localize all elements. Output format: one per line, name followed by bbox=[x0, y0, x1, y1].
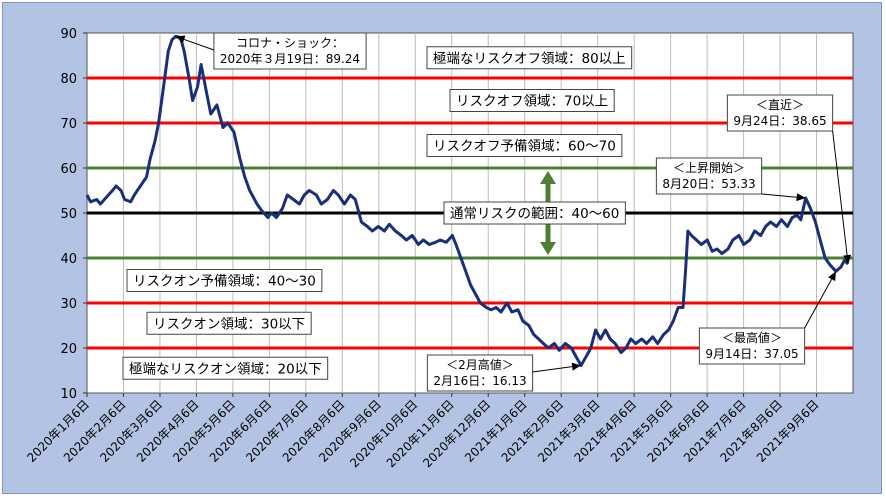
zone-label: 極端なリスクオフ領域：80以上 bbox=[433, 50, 626, 67]
annotation-title: ＜2月高値＞ bbox=[446, 357, 514, 372]
annotation-title: ＜最高値＞ bbox=[722, 330, 782, 345]
zone-label-box bbox=[126, 269, 323, 292]
zone-label: リスクオフ予備領域：60～70 bbox=[433, 138, 616, 155]
annotation-arrowhead bbox=[843, 254, 852, 265]
annotation-arrowhead bbox=[175, 35, 186, 44]
zone-label-box bbox=[449, 89, 615, 112]
y-tick-label: 90 bbox=[60, 27, 77, 42]
zone-label-box bbox=[443, 201, 626, 225]
zone-label: 通常リスクの範囲：40～60 bbox=[450, 206, 619, 222]
annotation-value: 9月24日：38.65 bbox=[733, 114, 826, 128]
x-axis-ticks: 2020年1月6日2020年2月6日2020年3月6日2020年4月6日2020… bbox=[24, 393, 822, 470]
reference-lines bbox=[87, 76, 853, 350]
annotation-arrow bbox=[532, 366, 573, 373]
series-line bbox=[85, 34, 850, 367]
y-tick-label: 40 bbox=[60, 252, 77, 267]
y-tick-label: 20 bbox=[60, 342, 77, 357]
y-tick-label: 80 bbox=[60, 72, 77, 87]
x-tick-label: 2020年1月6日 bbox=[24, 397, 92, 465]
annotation-arrow bbox=[761, 193, 797, 198]
annotation-value: 2020年３月19日：89.24 bbox=[220, 52, 360, 66]
annotation-arrow bbox=[832, 130, 848, 256]
annotation-arrowhead bbox=[796, 193, 806, 202]
zone-labels: 極端なリスクオフ領域：80以上リスクオフ領域：70以上リスクオフ予備領域：60～… bbox=[122, 46, 633, 380]
annotation-arrow bbox=[183, 38, 215, 51]
annotation-box bbox=[726, 94, 834, 132]
annotation-box bbox=[655, 157, 763, 195]
annotation-title: コロナ・ショック： bbox=[236, 36, 344, 50]
annotation-arrowhead bbox=[571, 362, 582, 371]
y-tick-label: 10 bbox=[60, 387, 77, 402]
annotation-arrow bbox=[804, 278, 833, 329]
zone-label-box bbox=[426, 134, 623, 157]
annotation-box bbox=[698, 327, 806, 365]
annotation-value: 2月16日：16.13 bbox=[433, 374, 526, 388]
annotations: コロナ・ショック： 2020年３月19日：89.24 ＜2月高値＞ 2月16日：16.… bbox=[175, 32, 852, 392]
chart-svg: 極端なリスクオフ領域：80以上リスクオフ領域：70以上リスクオフ予備領域：60～… bbox=[24, 27, 854, 470]
annotation-box bbox=[426, 354, 534, 392]
annotation-value: 9月14日：37.05 bbox=[705, 347, 798, 361]
zone-label: リスクオン領域：30以下 bbox=[153, 315, 305, 332]
zone-label-box bbox=[122, 356, 329, 380]
y-tick-label: 70 bbox=[60, 117, 77, 132]
zone-label: リスクオン予備領域：40～30 bbox=[133, 273, 316, 290]
y-axis-ticks: 10 20 30 40 50 60 70 80 90 bbox=[60, 27, 87, 402]
y-tick-label: 60 bbox=[60, 162, 77, 177]
y-tick-label: 50 bbox=[60, 207, 77, 222]
annotation-value: 8月20日：53.33 bbox=[662, 177, 755, 191]
annotation-title: ＜上昇開始＞ bbox=[673, 161, 745, 175]
y-tick-label: 30 bbox=[60, 297, 77, 312]
series-layer bbox=[85, 34, 850, 367]
zone-label: リスクオフ領域：70以上 bbox=[456, 93, 608, 110]
range-arrow-head-up bbox=[540, 171, 556, 184]
zone-label-box bbox=[426, 46, 633, 70]
zone-label-box bbox=[146, 311, 312, 335]
annotation-arrowhead bbox=[828, 271, 837, 282]
zone-label: 極端なリスクオン領域：20以下 bbox=[129, 360, 322, 377]
range-arrow-head-down bbox=[540, 242, 556, 255]
annotation-box bbox=[213, 32, 367, 70]
annotation-title: ＜直近＞ bbox=[756, 98, 804, 112]
